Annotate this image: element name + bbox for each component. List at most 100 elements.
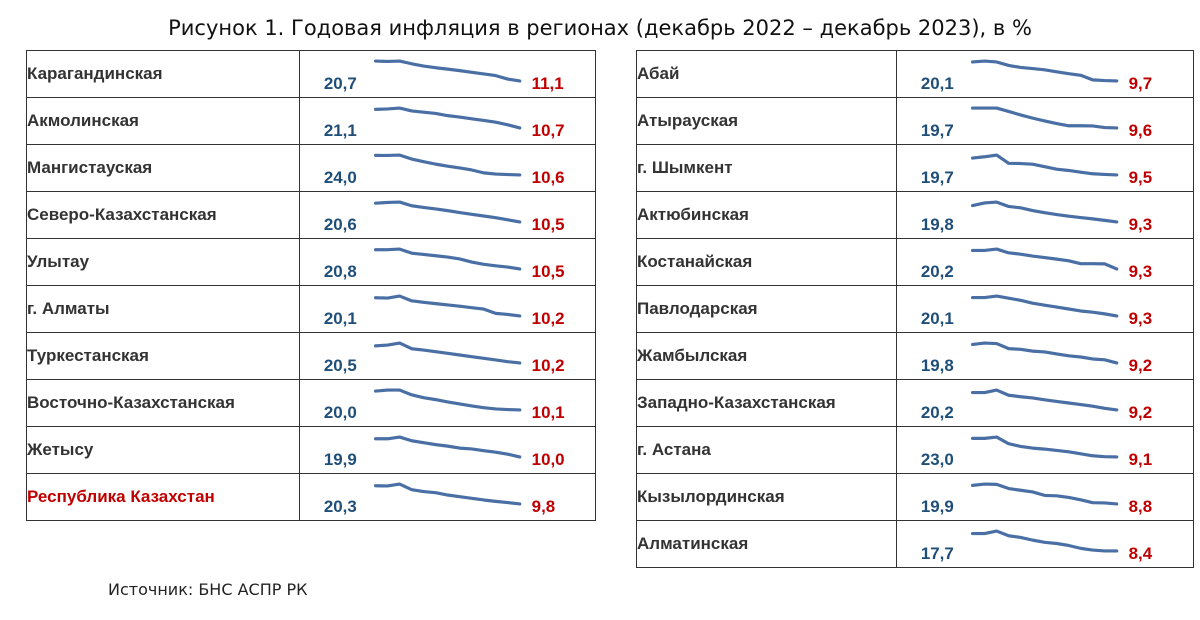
end-value-label: 9,2 — [1128, 403, 1151, 422]
region-name: Павлодарская — [636, 285, 897, 333]
region-name: Карагандинская — [26, 50, 300, 98]
sparkline: 19,9 10,0 — [324, 435, 564, 469]
region-name: Восточно-Казахстанская — [26, 379, 300, 427]
inflation-trend-line — [970, 341, 1119, 365]
inflation-trend-line — [373, 200, 522, 224]
region-row: Абай 20,1 9,7 — [636, 50, 1195, 98]
start-value-label: 20,0 — [324, 403, 357, 422]
start-value-label: 21,1 — [324, 121, 357, 140]
inflation-trend-line — [373, 435, 522, 459]
sparkline-cell: 20,6 10,5 — [298, 191, 597, 239]
inflation-trend-line — [970, 153, 1119, 177]
sparkline-cell: 20,1 10,2 — [298, 285, 597, 333]
sparkline-cell: 20,1 9,3 — [895, 285, 1195, 333]
inflation-trend-line — [970, 529, 1119, 553]
source-note: Источник: БНС АСПР РК — [108, 580, 308, 599]
sparkline-cell: 20,7 11,1 — [298, 50, 597, 98]
sparkline-cell: 19,7 9,6 — [895, 97, 1195, 145]
sparkline-cell: 19,9 8,8 — [895, 473, 1195, 521]
sparkline: 20,1 10,2 — [324, 294, 564, 328]
region-name: Акмолинская — [26, 97, 300, 145]
end-value-label: 10,0 — [531, 450, 564, 469]
start-value-label: 20,1 — [921, 74, 954, 93]
inflation-trend-line — [373, 341, 522, 365]
region-row: Улытау 20,8 10,5 — [26, 238, 597, 286]
region-name: Атырауская — [636, 97, 897, 145]
sparkline-cell: 20,5 10,2 — [298, 332, 597, 380]
inflation-trend-line — [970, 482, 1119, 506]
sparkline-cell: 19,8 9,2 — [895, 332, 1195, 380]
region-name: Мангистауская — [26, 144, 300, 192]
sparkline: 20,6 10,5 — [324, 200, 564, 234]
sparkline-cell: 19,8 9,3 — [895, 191, 1195, 239]
start-value-label: 20,6 — [324, 215, 357, 234]
inflation-trend-line — [373, 106, 522, 130]
region-row: Карагандинская 20,7 11,1 — [26, 50, 597, 98]
sparkline-cell: 20,2 9,2 — [895, 379, 1195, 427]
region-name: Алматинская — [636, 520, 897, 568]
sparkline: 19,8 9,2 — [921, 341, 1152, 375]
region-row: Алматинская 17,7 8,4 — [636, 520, 1195, 568]
region-name: Туркестанская — [26, 332, 300, 380]
end-value-label: 10,5 — [531, 262, 564, 281]
inflation-trend-line — [970, 59, 1119, 83]
sparkline-cell: 20,1 9,7 — [895, 50, 1195, 98]
region-row: Мангистауская 24,0 10,6 — [26, 144, 597, 192]
start-value-label: 24,0 — [324, 168, 357, 187]
region-row: Западно-Казахстанская 20,2 9,2 — [636, 379, 1195, 427]
region-name: Северо-Казахстанская — [26, 191, 300, 239]
region-row: г. Алматы 20,1 10,2 — [26, 285, 597, 333]
start-value-label: 20,5 — [324, 356, 357, 375]
left-region-table: Карагандинская 20,7 11,1 Акмолинская 21,1 10,… — [26, 50, 597, 521]
start-value-label: 23,0 — [921, 450, 954, 469]
sparkline: 20,7 11,1 — [324, 59, 563, 93]
inflation-trend-line — [970, 200, 1119, 224]
sparkline: 20,3 9,8 — [324, 482, 555, 516]
start-value-label: 19,9 — [324, 450, 357, 469]
sparkline-cell: 19,9 10,0 — [298, 426, 597, 474]
inflation-trend-line — [970, 106, 1119, 130]
sparkline-cell: 19,7 9,5 — [895, 144, 1195, 192]
end-value-label: 9,6 — [1128, 121, 1151, 140]
start-value-label: 20,8 — [324, 262, 357, 281]
sparkline-cell: 20,3 9,8 — [298, 473, 597, 521]
region-row: Восточно-Казахстанская 20,0 10,1 — [26, 379, 597, 427]
sparkline-cell: 21,1 10,7 — [298, 97, 597, 145]
region-row: Северо-Казахстанская 20,6 10,5 — [26, 191, 597, 239]
sparkline: 19,8 9,3 — [921, 200, 1152, 234]
sparkline-cell: 20,8 10,5 — [298, 238, 597, 286]
inflation-trend-line — [970, 388, 1119, 412]
sparkline-cell: 17,7 8,4 — [895, 520, 1195, 568]
region-name: Республика Казахстан — [26, 473, 300, 521]
sparkline-cell: 24,0 10,6 — [298, 144, 597, 192]
sparkline: 19,9 8,8 — [921, 482, 1152, 516]
inflation-trend-line — [373, 247, 522, 271]
end-value-label: 8,4 — [1128, 544, 1152, 563]
inflation-trend-line — [970, 294, 1119, 318]
chart-title: Рисунок 1. Годовая инфляция в регионах (… — [168, 16, 1032, 40]
region-row: Костанайская 20,2 9,3 — [636, 238, 1195, 286]
inflation-trend-line — [970, 435, 1119, 459]
right-region-table: Абай 20,1 9,7 Атырауская 19,7 9,6 г. Шымкент 19… — [636, 50, 1195, 568]
start-value-label: 20,1 — [921, 309, 954, 328]
inflation-trend-line — [373, 482, 522, 506]
region-name: Западно-Казахстанская — [636, 379, 897, 427]
region-name: г. Шымкент — [636, 144, 897, 192]
region-row: г. Шымкент 19,7 9,5 — [636, 144, 1195, 192]
region-row: Кызылординская 19,9 8,8 — [636, 473, 1195, 521]
region-name: г. Алматы — [26, 285, 300, 333]
start-value-label: 19,8 — [921, 356, 954, 375]
region-name: Кызылординская — [636, 473, 897, 521]
inflation-trend-line — [373, 153, 522, 177]
end-value-label: 9,8 — [531, 497, 554, 516]
sparkline-cell: 20,2 9,3 — [895, 238, 1195, 286]
region-row: Атырауская 19,7 9,6 — [636, 97, 1195, 145]
end-value-label: 8,8 — [1128, 497, 1151, 516]
inflation-trend-line — [373, 388, 522, 412]
region-row: г. Астана 23,0 9,1 — [636, 426, 1195, 474]
sparkline: 20,0 10,1 — [324, 388, 564, 422]
end-value-label: 10,6 — [531, 168, 564, 187]
sparkline: 24,0 10,6 — [324, 153, 564, 187]
inflation-trend-line — [373, 59, 522, 83]
end-value-label: 9,5 — [1128, 168, 1151, 187]
